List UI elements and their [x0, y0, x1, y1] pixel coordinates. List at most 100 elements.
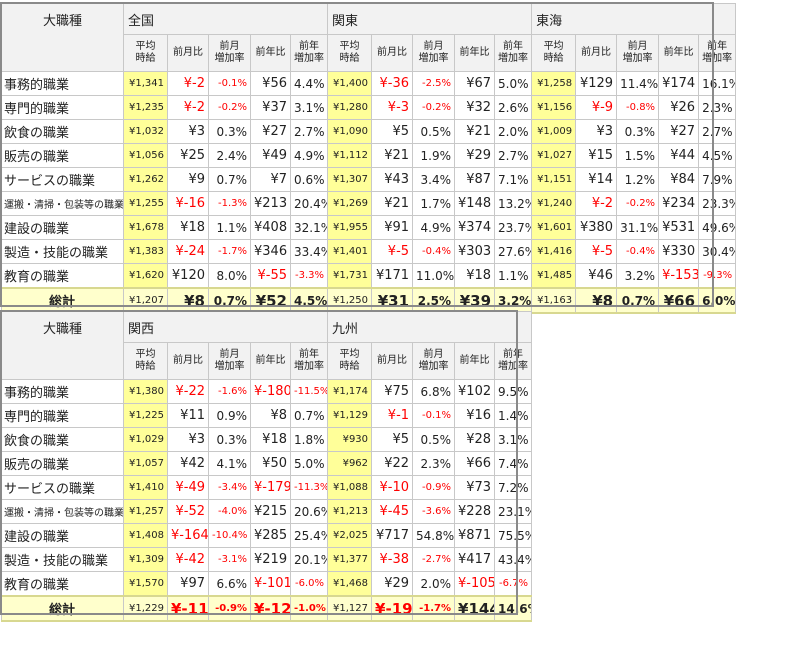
metric-header: 前年比: [454, 342, 496, 380]
value-cell: ¥1,027: [531, 143, 577, 168]
value-cell: ¥50: [250, 451, 291, 476]
value-cell: ¥1,400: [327, 71, 373, 96]
value-cell: ¥1,678: [123, 215, 168, 240]
value-cell: 6.8%: [412, 379, 456, 404]
metric-header: 前月 増加率: [412, 34, 456, 72]
region-header: 東海: [531, 3, 737, 35]
value-cell: -3.4%: [208, 475, 251, 500]
metric-header: 平均 時給: [327, 342, 373, 380]
value-cell: -11.3%: [289, 475, 329, 500]
value-cell: ¥18: [454, 263, 496, 289]
value-cell: 4.1%: [208, 451, 251, 476]
value-cell: ¥-2: [575, 191, 618, 216]
value-cell: ¥-10: [371, 475, 414, 500]
value-cell: ¥87: [454, 167, 496, 192]
value-cell: ¥11: [167, 403, 209, 428]
value-cell: ¥1,235: [123, 95, 168, 120]
value-cell: 9.5%: [494, 379, 533, 404]
value-cell: 6.6%: [208, 571, 251, 597]
value-cell: ¥7: [250, 167, 291, 192]
value-cell: ¥29: [371, 571, 414, 597]
value-cell: 2.5%: [412, 287, 456, 314]
wage-table-bottom: 大職種 関西 九州 平均 時給 前月比 前月 増加率 前年比 前年 増加率 平均 時給 前月比 前月 増加率前…: [1, 311, 533, 622]
total-row: 総計 ¥1,207 ¥8 0.7% ¥52 4.5% ¥1,250 ¥31 2.5% ¥39 3.2…: [1, 287, 737, 314]
value-cell: 16.1%: [698, 71, 737, 96]
value-cell: ¥21: [371, 191, 414, 216]
value-cell: ¥32: [454, 95, 496, 120]
occupation-label: 飲食の職業: [1, 427, 124, 452]
value-cell: ¥1,380: [123, 379, 168, 404]
value-cell: -10.4%: [208, 523, 251, 548]
value-cell: -0.1%: [412, 403, 456, 428]
value-cell: ¥43: [371, 167, 414, 192]
value-cell: ¥66: [454, 451, 496, 476]
value-cell: 2.3%: [698, 95, 737, 120]
value-cell: ¥21: [371, 143, 414, 168]
value-cell: ¥417: [454, 547, 496, 572]
value-cell: 1.1%: [494, 263, 533, 289]
value-cell: ¥234: [658, 191, 700, 216]
wage-table-top: 大職種 全国 関東 東海 平均 時給 前月比 前月 増加率 前年比 前年 増加率 平均 時給 前月比 前月 増加…: [1, 3, 737, 314]
value-cell: ¥213: [250, 191, 291, 216]
value-cell: 1.1%: [208, 215, 251, 240]
value-cell: 4.4%: [289, 71, 329, 96]
value-cell: ¥8: [250, 403, 291, 428]
value-cell: ¥1,383: [123, 239, 168, 264]
value-cell: ¥-36: [371, 71, 414, 96]
metric-header: 前年比: [250, 342, 291, 380]
value-cell: ¥-105: [454, 571, 496, 597]
value-cell: ¥1,401: [327, 239, 373, 264]
value-cell: 20.1%: [289, 547, 329, 572]
value-cell: ¥1,112: [327, 143, 373, 168]
value-cell: ¥-3: [371, 95, 414, 120]
value-cell: 2.7%: [698, 119, 737, 144]
region-header: 全国: [122, 3, 329, 35]
value-cell: -1.7%: [412, 595, 456, 622]
value-cell: 6.0%: [698, 287, 737, 314]
value-cell: 7.1%: [494, 167, 533, 192]
value-cell: ¥346: [250, 239, 291, 264]
value-cell: ¥66: [658, 287, 700, 314]
value-cell: ¥-42: [167, 547, 209, 572]
value-cell: ¥1,127: [327, 595, 373, 622]
value-cell: ¥1,225: [123, 403, 168, 428]
table-row: 販売の職業 ¥1,056 ¥25 2.4% ¥49 4.9% ¥1,112 ¥21 1.9% ¥2…: [1, 143, 737, 168]
value-cell: ¥1,262: [123, 167, 168, 192]
value-cell: ¥1,090: [327, 119, 373, 144]
value-cell: ¥31: [371, 287, 414, 314]
value-cell: ¥1,377: [327, 547, 373, 572]
value-cell: ¥1,156: [531, 95, 577, 120]
value-cell: -0.1%: [208, 71, 251, 96]
value-cell: -0.9%: [208, 595, 251, 622]
value-cell: 5.0%: [289, 451, 329, 476]
value-cell: ¥1,570: [123, 571, 168, 597]
value-cell: ¥-24: [167, 239, 209, 264]
table-row: 運搬・清掃・包装等の職業¥1,257¥-52-4.0%¥21520.6%¥1,2…: [1, 499, 533, 524]
value-cell: ¥1,174: [327, 379, 373, 404]
value-cell: 30.4%: [698, 239, 737, 264]
value-cell: ¥67: [454, 71, 496, 96]
value-cell: ¥717: [371, 523, 414, 548]
value-cell: ¥-180: [250, 379, 291, 404]
value-cell: ¥27: [250, 119, 291, 144]
value-cell: ¥1,229: [123, 595, 168, 622]
value-cell: ¥-153: [658, 263, 700, 289]
table-row: 建設の職業¥1,408¥-164-10.4%¥28525.4%¥2,025¥71…: [1, 523, 533, 548]
value-cell: 2.0%: [494, 119, 533, 144]
occupation-label: 販売の職業: [1, 143, 124, 168]
value-cell: ¥3: [167, 119, 209, 144]
value-cell: 8.0%: [208, 263, 251, 289]
value-cell: ¥18: [250, 427, 291, 452]
value-cell: -9.3%: [698, 263, 737, 289]
value-cell: -1.3%: [208, 191, 251, 216]
value-cell: -6.0%: [289, 571, 329, 597]
value-cell: -1.7%: [208, 239, 251, 264]
value-cell: ¥84: [658, 167, 700, 192]
value-cell: -4.0%: [208, 499, 251, 524]
value-cell: ¥531: [658, 215, 700, 240]
value-cell: ¥5: [371, 119, 414, 144]
value-cell: ¥380: [575, 215, 618, 240]
metric-header: 前年比: [454, 34, 496, 72]
occupation-label: 事務的職業: [1, 71, 124, 96]
value-cell: ¥46: [575, 263, 618, 289]
